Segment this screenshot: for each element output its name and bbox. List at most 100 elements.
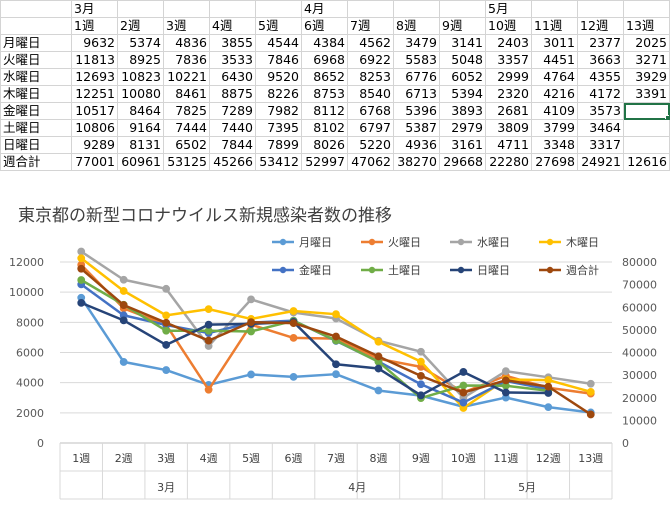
value-cell[interactable]: 10221 [163,68,210,86]
value-cell[interactable]: 9632 [71,34,118,52]
value-cell[interactable]: 8131 [117,136,164,154]
value-cell[interactable]: 5394 [439,85,486,103]
value-cell[interactable]: 4836 [163,34,210,52]
value-cell[interactable]: 3464 [577,119,624,137]
value-cell[interactable]: 4384 [301,34,348,52]
value-cell[interactable]: 10517 [71,102,118,120]
value-cell[interactable]: 5396 [393,102,440,120]
value-cell[interactable]: 7836 [163,51,210,69]
cell[interactable] [117,0,164,18]
row-label-cell[interactable]: 週合計 [0,153,72,171]
value-cell[interactable]: 3533 [209,51,256,69]
week-header-cell[interactable]: 9週 [439,17,486,35]
value-cell[interactable]: 3809 [485,119,532,137]
value-cell[interactable]: 24921 [577,153,624,171]
value-cell[interactable]: 10080 [117,85,164,103]
value-cell[interactable]: 5374 [117,34,164,52]
value-cell[interactable]: 9164 [117,119,164,137]
value-cell[interactable]: 4451 [531,51,578,69]
spreadsheet-grid[interactable]: 3月 4月 5月 1週 2週 3週 4週 5週 6週 7週 8週 9週 10週 11週 12週 13週 月曜日 9… [0,0,670,171]
value-cell[interactable]: 2999 [485,68,532,86]
week-header-cell[interactable]: 3週 [163,17,210,35]
value-cell[interactable]: 3663 [577,51,624,69]
value-cell[interactable]: 2320 [485,85,532,103]
value-cell[interactable]: 8026 [301,136,348,154]
value-cell[interactable]: 3141 [439,34,486,52]
value-cell[interactable]: 4764 [531,68,578,86]
data-table[interactable]: 3月 4月 5月 1週 2週 3週 4週 5週 6週 7週 8週 9週 10週 11週 12週 13週 月曜日 9… [0,0,670,171]
week-header-row[interactable]: 1週 2週 3週 4週 5週 6週 7週 8週 9週 10週 11週 12週 13週 [0,17,670,35]
row-label-cell[interactable]: 木曜日 [0,85,72,103]
value-cell[interactable]: 7982 [255,102,302,120]
value-cell[interactable]: 6052 [439,68,486,86]
cell[interactable] [347,0,394,18]
week-header-cell[interactable]: 10週 [485,17,532,35]
value-cell[interactable]: 77001 [71,153,118,171]
value-cell[interactable]: 12251 [71,85,118,103]
week-header-cell[interactable]: 2週 [117,17,164,35]
data-row[interactable]: 金曜日 10517 8464 7825 7289 7982 8112 6768 5396 3893… [0,102,670,120]
value-cell[interactable]: 6776 [393,68,440,86]
value-cell[interactable]: 4109 [531,102,578,120]
value-cell[interactable]: 53125 [163,153,210,171]
value-cell[interactable]: 47062 [347,153,394,171]
value-cell[interactable]: 6968 [301,51,348,69]
value-cell[interactable]: 38270 [393,153,440,171]
week-header-cell[interactable]: 6週 [301,17,348,35]
value-cell[interactable]: 7825 [163,102,210,120]
value-cell[interactable]: 4216 [531,85,578,103]
week-header-cell[interactable]: 4週 [209,17,256,35]
data-row[interactable]: 月曜日 9632 5374 4836 3855 4544 4384 4562 3479 3141 2… [0,34,670,52]
value-cell[interactable]: 7444 [163,119,210,137]
value-cell[interactable]: 10823 [117,68,164,86]
value-cell[interactable]: 52997 [301,153,348,171]
value-cell[interactable]: 8112 [301,102,348,120]
data-row[interactable]: 水曜日 12693 10823 10221 6430 9520 8652 8253 6776 60… [0,68,670,86]
cell[interactable] [577,0,624,18]
week-header-cell[interactable]: 1週 [71,17,118,35]
value-cell[interactable]: 6768 [347,102,394,120]
week-header-cell[interactable]: 12週 [577,17,624,35]
value-cell[interactable]: 6713 [393,85,440,103]
value-cell[interactable]: 6430 [209,68,256,86]
value-cell[interactable]: 8925 [117,51,164,69]
cell[interactable] [209,0,256,18]
cell[interactable] [531,0,578,18]
row-label-cell[interactable]: 金曜日 [0,102,72,120]
value-cell[interactable]: 53412 [255,153,302,171]
value-cell[interactable]: 3348 [531,136,578,154]
month-header-cell[interactable]: 3月 [71,0,118,18]
data-row[interactable]: 火曜日 11813 8925 7836 3533 7846 6968 6922 5583 5048… [0,51,670,69]
cell[interactable] [255,0,302,18]
value-cell[interactable]: 3479 [393,34,440,52]
value-cell[interactable]: 9520 [255,68,302,86]
value-cell[interactable] [623,136,670,154]
value-cell[interactable]: 10806 [71,119,118,137]
month-header-row[interactable]: 3月 4月 5月 [0,0,670,18]
value-cell[interactable]: 8461 [163,85,210,103]
value-cell[interactable]: 6502 [163,136,210,154]
value-cell[interactable]: 12693 [71,68,118,86]
week-header-cell[interactable]: 8週 [393,17,440,35]
value-cell[interactable]: 5583 [393,51,440,69]
value-cell[interactable]: 45266 [209,153,256,171]
value-cell[interactable]: 7440 [209,119,256,137]
value-cell[interactable]: 8226 [255,85,302,103]
value-cell[interactable]: 11813 [71,51,118,69]
data-row[interactable]: 土曜日 10806 9164 7444 7440 7395 8102 6797 5387 2979… [0,119,670,137]
cell[interactable] [163,0,210,18]
row-label-cell[interactable]: 水曜日 [0,68,72,86]
week-header-cell[interactable]: 5週 [255,17,302,35]
value-cell[interactable]: 8753 [301,85,348,103]
value-cell[interactable]: 8464 [117,102,164,120]
value-cell[interactable]: 2377 [577,34,624,52]
cell[interactable] [623,0,670,18]
cell[interactable] [439,0,486,18]
value-cell[interactable]: 8102 [301,119,348,137]
value-cell[interactable]: 8875 [209,85,256,103]
value-cell[interactable]: 3391 [623,85,670,103]
value-cell[interactable]: 3855 [209,34,256,52]
cell[interactable] [0,17,72,35]
value-cell[interactable]: 4355 [577,68,624,86]
data-row[interactable]: 日曜日 9289 8131 6502 7844 7899 8026 5220 4936 3161 4… [0,136,670,154]
